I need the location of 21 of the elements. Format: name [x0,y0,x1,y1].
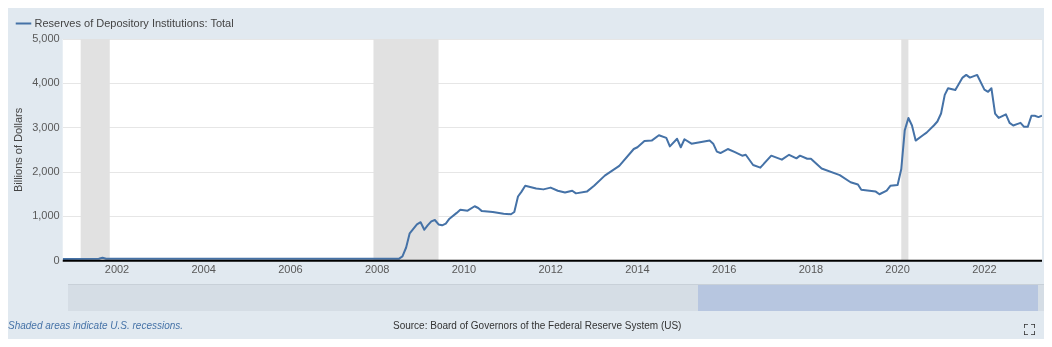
x-tick-label: 2012 [538,263,563,276]
y-tick-label: 3,000 [32,120,60,133]
x-tick-label: 2014 [625,263,650,276]
source-note: Source: Board of Governors of the Federal Reserve System (US) [393,320,682,331]
y-tick-label: 1,000 [32,209,60,222]
x-tick-label: 2008 [364,263,390,276]
y-tick-label: 5,000 [32,32,60,45]
x-tick-label: 2016 [711,263,737,276]
y-tick-label: 2,000 [32,165,60,178]
x-tick-label: 2022 [972,263,997,276]
x-tick-label: 2004 [191,263,216,276]
text: Shaded areas indicate U.S. recessions. [8,320,184,331]
legend-label: Reserves of Depository Institutions: Total [34,16,234,29]
y-tick-label: 4,000 [32,76,60,89]
x-tick-label: 2002 [104,263,130,276]
x-tick-label: 2018 [798,263,824,276]
x-tick-label: 2010 [451,263,477,276]
y-axis-title: Billions of Dollars [11,107,24,193]
x-tick-label: 2006 [278,263,303,276]
y-tick-label: 0 [53,253,60,266]
x-tick-label: 2020 [885,263,910,276]
